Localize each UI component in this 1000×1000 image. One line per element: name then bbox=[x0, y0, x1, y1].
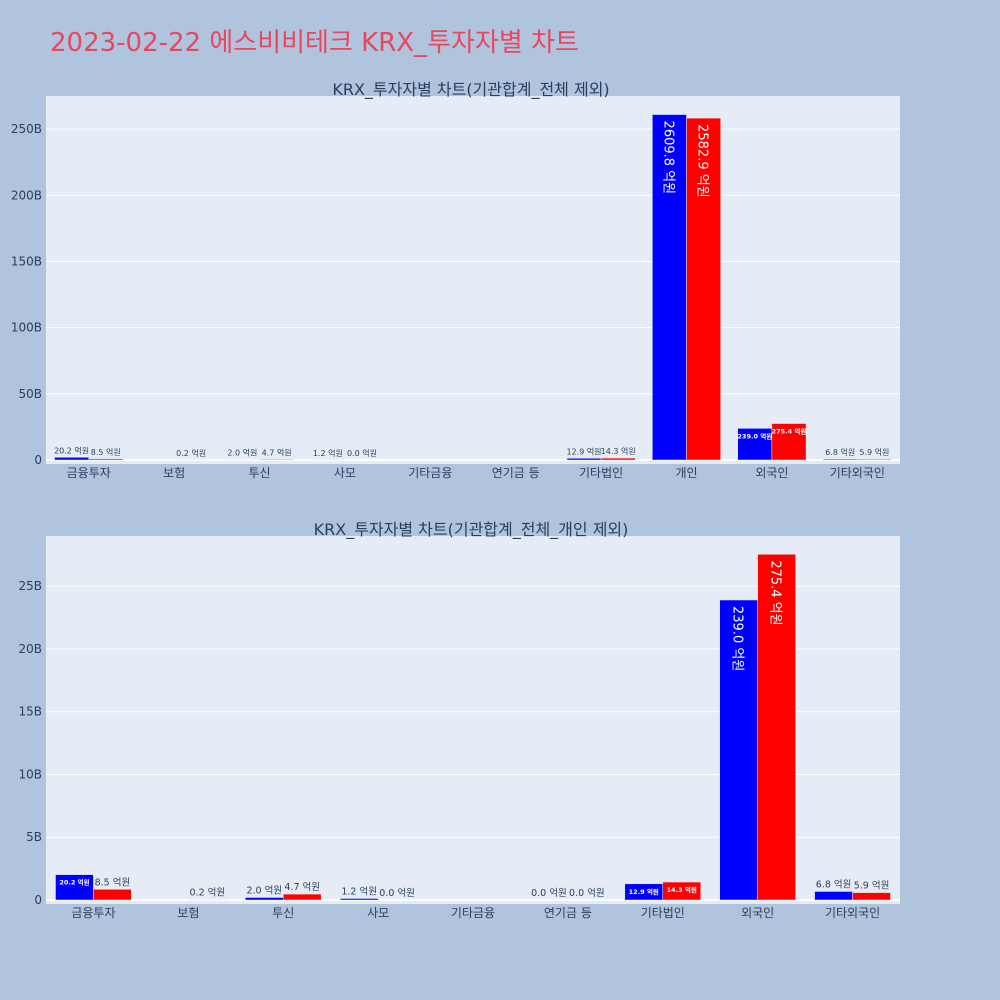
x-tick-label: 기타금융 bbox=[408, 466, 452, 480]
x-tick-label: 투신 bbox=[248, 466, 270, 480]
bar bbox=[737, 428, 773, 461]
data-label: 14.3 억원 bbox=[667, 885, 697, 894]
y-tick-label: 50B bbox=[18, 387, 42, 401]
y-tick-label: 25B bbox=[18, 579, 42, 593]
data-label: 0.0 억원 bbox=[569, 887, 605, 899]
x-tick-label: 금융투자 bbox=[67, 466, 111, 480]
data-label: 8.5 억원 bbox=[91, 447, 121, 457]
data-label: 0.0 억원 bbox=[347, 448, 377, 458]
y-tick-label: 100B bbox=[11, 321, 42, 335]
data-label: 4.7 억원 bbox=[284, 881, 320, 893]
bar bbox=[88, 458, 124, 461]
x-tick-label: 투신 bbox=[272, 906, 294, 920]
data-label: 5.9 억원 bbox=[859, 447, 889, 457]
x-tick-label: 연기금 등 bbox=[492, 466, 540, 480]
y-tick-label: 15B bbox=[18, 705, 42, 719]
bar bbox=[662, 881, 701, 901]
x-tick-label: 기타금융 bbox=[451, 906, 495, 920]
bar bbox=[686, 117, 721, 461]
data-label: 0.0 억원 bbox=[531, 887, 567, 899]
x-tick-label: 개인 bbox=[675, 466, 697, 480]
bar bbox=[282, 893, 322, 901]
x-tick-label: 외국인 bbox=[741, 906, 774, 920]
data-label: 0.2 억원 bbox=[176, 448, 206, 458]
bar bbox=[652, 114, 687, 461]
x-tick-label: 기타법인 bbox=[579, 466, 623, 480]
bar bbox=[814, 891, 853, 901]
data-label: 275.4 억원 bbox=[768, 560, 783, 625]
data-label: 8.5 억원 bbox=[95, 876, 131, 888]
x-tick-label: 기타외국인 bbox=[825, 906, 880, 920]
data-label: 2.0 억원 bbox=[227, 448, 257, 458]
chart-title: KRX_투자자별 차트(기관합계_전체_개인 제외) bbox=[314, 520, 629, 540]
data-label: 2582.9 억원 bbox=[695, 124, 710, 198]
x-tick-label: 금융투자 bbox=[71, 906, 115, 920]
y-tick-label: 5B bbox=[26, 830, 42, 844]
x-tick-label: 보험 bbox=[163, 466, 185, 480]
data-label: 5.9 억원 bbox=[854, 880, 890, 892]
data-label: 275.4 억원 bbox=[772, 427, 807, 436]
bar bbox=[771, 423, 807, 461]
data-label: 12.9 억원 bbox=[566, 446, 601, 456]
bar bbox=[857, 458, 892, 461]
plot-area bbox=[46, 96, 900, 464]
data-label: 12.9 억원 bbox=[629, 887, 659, 896]
y-tick-label: 200B bbox=[11, 188, 42, 202]
data-label: 20.2 억원 bbox=[59, 878, 89, 887]
y-tick-label: 10B bbox=[18, 767, 42, 781]
x-tick-label: 사모 bbox=[367, 906, 389, 920]
bar bbox=[93, 889, 132, 901]
data-label: 2609.8 억원 bbox=[660, 121, 675, 195]
bar bbox=[719, 599, 758, 901]
y-tick-label: 250B bbox=[11, 122, 42, 136]
data-label: 20.2 억원 bbox=[54, 445, 89, 455]
x-tick-label: 사모 bbox=[334, 466, 356, 480]
bar bbox=[852, 892, 891, 901]
data-label: 6.8 억원 bbox=[816, 878, 852, 890]
data-label: 2.0 억원 bbox=[246, 884, 282, 896]
x-tick-label: 기타법인 bbox=[641, 906, 685, 920]
y-tick-label: 0 bbox=[34, 453, 42, 467]
page-title: 2023-02-22 에스비비테크 KRX_투자자별 차트 bbox=[50, 28, 579, 58]
bar bbox=[339, 898, 379, 901]
y-tick-label: 0 bbox=[34, 893, 42, 907]
x-tick-label: 연기금 등 bbox=[544, 906, 592, 920]
data-label: 1.2 억원 bbox=[341, 885, 377, 897]
x-tick-label: 기타외국인 bbox=[830, 466, 885, 480]
bar bbox=[55, 874, 94, 901]
data-label: 239.0 억원 bbox=[730, 606, 745, 671]
bar bbox=[600, 457, 636, 461]
y-tick-label: 150B bbox=[11, 254, 42, 268]
x-tick-label: 보험 bbox=[177, 906, 199, 920]
data-label: 1.2 억원 bbox=[313, 448, 343, 458]
data-label: 14.3 억원 bbox=[601, 446, 636, 456]
bar bbox=[757, 554, 796, 901]
chart-title: KRX_투자자별 차트(기관합계_전체 제외) bbox=[332, 80, 609, 100]
bar bbox=[245, 897, 284, 901]
x-tick-label: 외국인 bbox=[755, 466, 788, 480]
data-label: 6.8 억원 bbox=[825, 447, 855, 457]
data-label: 0.2 억원 bbox=[190, 887, 226, 899]
data-label: 0.0 억원 bbox=[379, 887, 415, 899]
bar bbox=[259, 459, 294, 461]
data-label: 4.7 억원 bbox=[262, 447, 292, 457]
data-label: 239.0 억원 bbox=[737, 431, 772, 440]
y-tick-label: 20B bbox=[18, 642, 42, 656]
